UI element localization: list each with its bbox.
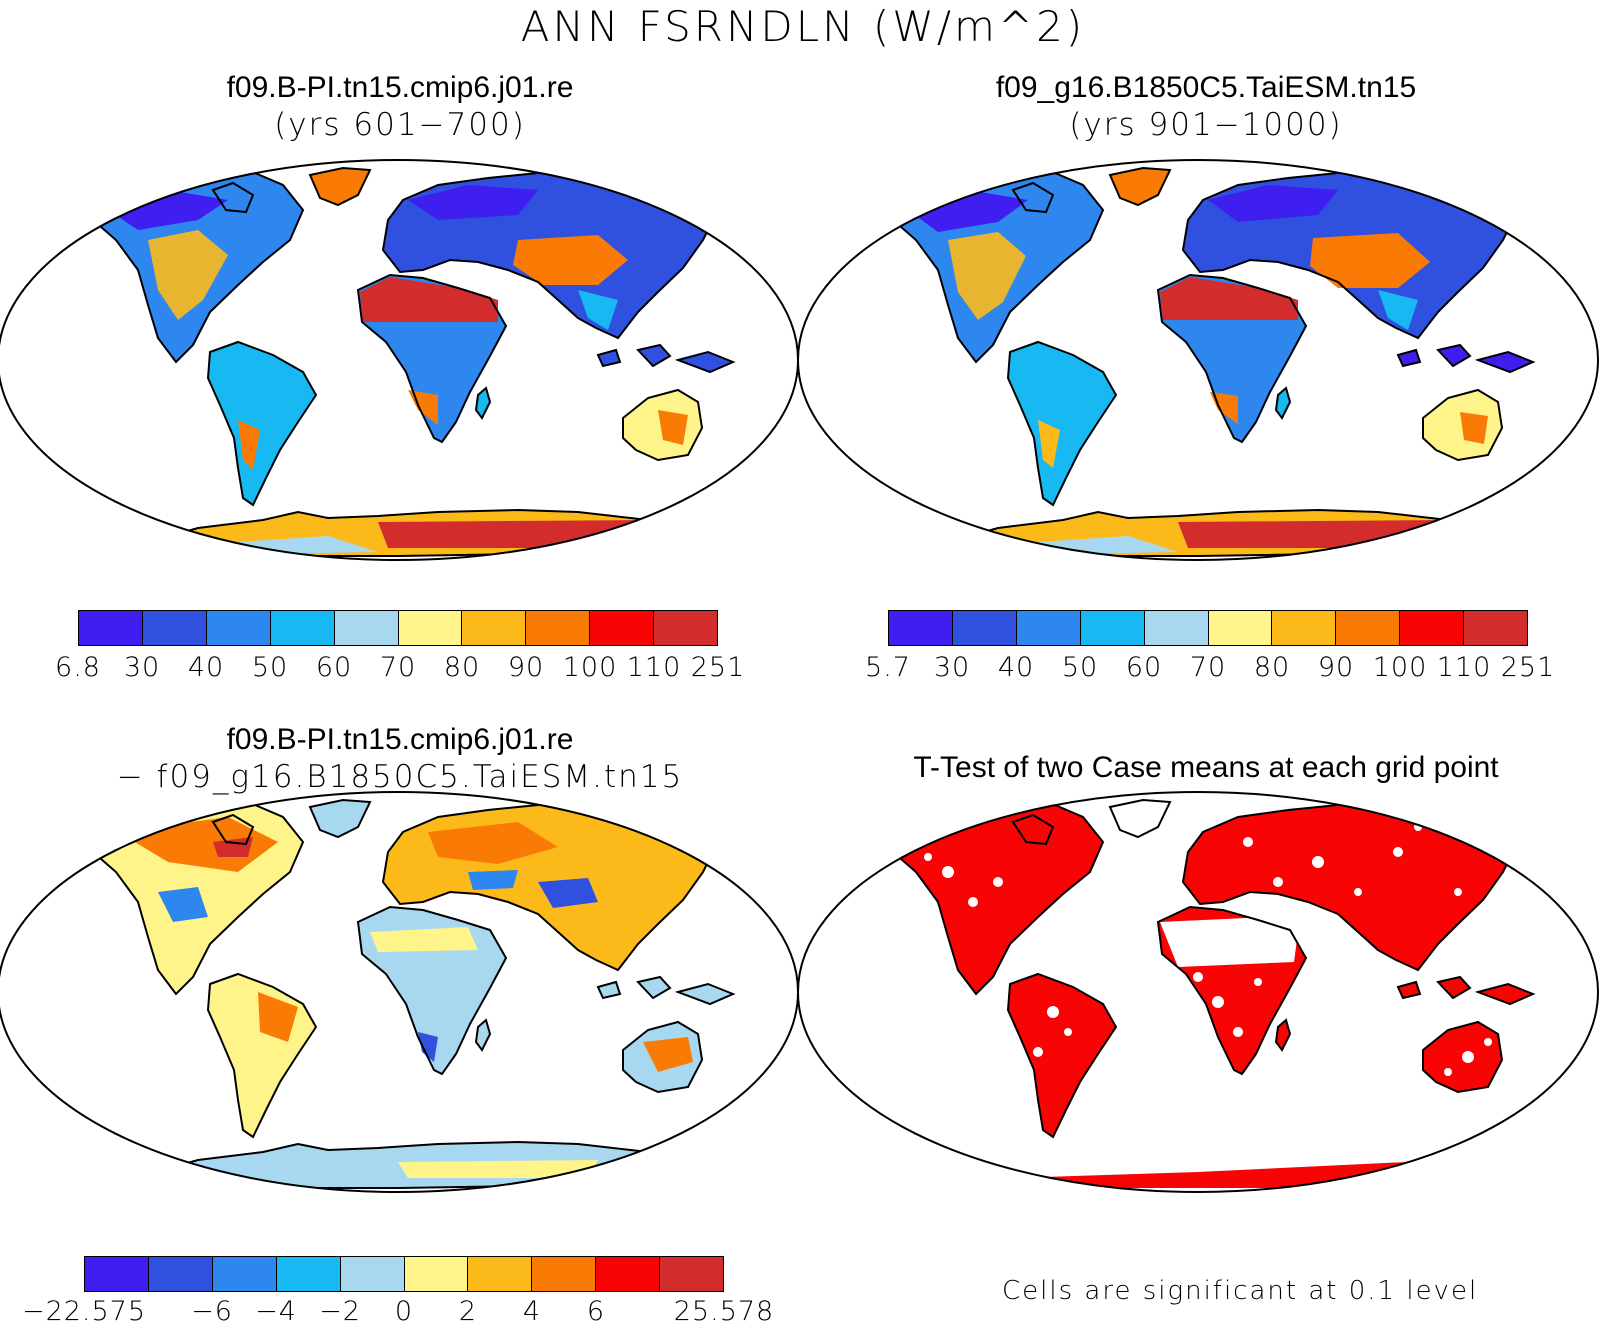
colorbar-bin: [596, 1257, 661, 1291]
colorbar-tick-label: −6: [191, 1296, 233, 1327]
colorbar-bin: [660, 1257, 724, 1291]
colorbar-tick-label: 110: [1436, 652, 1492, 683]
colorbar-bin: [889, 611, 953, 645]
case1-title-block: f09.B-PI.tn15.cmip6.j01.re (yrs 601−700): [0, 70, 800, 144]
colorbar-bin: [532, 1257, 597, 1291]
colorbar-bin: [654, 611, 718, 645]
figure-title: ANN FSRNDLN (W/m^2): [520, 2, 1086, 51]
case1-map: [0, 159, 799, 561]
colorbar-tick-label: 80: [443, 652, 481, 683]
diff-title: f09.B-PI.tn15.cmip6.j01.re: [226, 723, 574, 756]
colorbar-bin: [404, 1257, 469, 1291]
colorbar-tick-label: 6: [586, 1296, 606, 1327]
colorbar-tick-label: 0: [394, 1296, 414, 1327]
colorbar-bin: [340, 1257, 405, 1291]
diff-colorbar: [84, 1256, 724, 1292]
colorbar-bin: [1016, 611, 1081, 645]
colorbar-bin: [526, 611, 591, 645]
colorbar-bin: [1144, 611, 1209, 645]
case2-title: f09_g16.B1850C5.TaiESM.tn15: [995, 71, 1417, 104]
colorbar-bin: [590, 611, 655, 645]
colorbar-bin: [1400, 611, 1465, 645]
colorbar-bin: [1080, 611, 1145, 645]
colorbar-tick-label: 80: [1253, 652, 1291, 683]
colorbar-tick-label: 60: [315, 652, 353, 683]
colorbar-bin: [206, 611, 271, 645]
colorbar-tick-label: 100: [1372, 652, 1428, 683]
colorbar-bin: [79, 611, 143, 645]
case1-years: (yrs 601−700): [274, 107, 526, 143]
colorbar-tick-label: 30: [123, 652, 161, 683]
colorbar-tick-label: 40: [997, 652, 1035, 683]
colorbar-bin: [270, 611, 335, 645]
colorbar-bin: [952, 611, 1017, 645]
case2-map: [797, 159, 1599, 561]
colorbar-bin: [1208, 611, 1273, 645]
colorbar-tick-label: 90: [507, 652, 545, 683]
colorbar-tick-label: −22.575: [21, 1296, 147, 1327]
case2-title-block: f09_g16.B1850C5.TaiESM.tn15 (yrs 901−100…: [806, 70, 1606, 144]
diff-map: [0, 791, 799, 1193]
colorbar-tick-label: 110: [626, 652, 682, 683]
colorbar-tick-label: 251: [690, 652, 746, 683]
colorbar-tick-label: −4: [255, 1296, 297, 1327]
colorbar-tick-label: 4: [522, 1296, 542, 1327]
case2-colorbar: [888, 610, 1528, 646]
colorbar-tick-label: 70: [1189, 652, 1227, 683]
colorbar-bin: [468, 1257, 533, 1291]
colorbar-bin: [1336, 611, 1401, 645]
colorbar-tick-label: −2: [319, 1296, 361, 1327]
colorbar-tick-label: 25.578: [673, 1296, 775, 1327]
colorbar-bin: [142, 611, 207, 645]
colorbar-tick-label: 90: [1317, 652, 1355, 683]
diff-colorbar-labels: −22.575 −6 −4 −2 0 2 4 6 25.578: [22, 1296, 773, 1330]
case1-colorbar: [78, 610, 718, 646]
colorbar-bin: [462, 611, 527, 645]
colorbar-tick-label: 5.7: [865, 652, 911, 683]
case2-colorbar-labels: 5.7 30 40 50 60 70 80 90 100 110 251: [865, 652, 1554, 686]
colorbar-bin: [398, 611, 463, 645]
colorbar-tick-label: 100: [562, 652, 618, 683]
colorbar-bin: [1272, 611, 1337, 645]
diff-title-block: f09.B-PI.tn15.cmip6.j01.re − f09_g16.B18…: [0, 722, 800, 796]
colorbar-bin: [276, 1257, 341, 1291]
colorbar-bin: [148, 1257, 213, 1291]
colorbar-bin: [1464, 611, 1528, 645]
case2-years: (yrs 901−1000): [1069, 107, 1343, 143]
colorbar-bin: [334, 611, 399, 645]
colorbar-tick-label: 30: [933, 652, 971, 683]
colorbar-tick-label: 50: [251, 652, 289, 683]
colorbar-tick-label: 2: [458, 1296, 478, 1327]
ttest-map: [797, 791, 1599, 1193]
colorbar-bin: [212, 1257, 277, 1291]
colorbar-tick-label: 70: [379, 652, 417, 683]
significance-footnote: Cells are significant at 0.1 level: [1002, 1276, 1479, 1306]
case1-colorbar-labels: 6.8 30 40 50 60 70 80 90 100 110 251: [55, 652, 744, 686]
colorbar-bin: [85, 1257, 149, 1291]
colorbar-tick-label: 50: [1061, 652, 1099, 683]
colorbar-tick-label: 251: [1500, 652, 1556, 683]
colorbar-tick-label: 60: [1125, 652, 1163, 683]
diff-subtitle: − f09_g16.B1850C5.TaiESM.tn15: [116, 759, 684, 795]
colorbar-tick-label: 6.8: [55, 652, 101, 683]
colorbar-tick-label: 40: [187, 652, 225, 683]
case1-title: f09.B-PI.tn15.cmip6.j01.re: [226, 71, 574, 104]
ttest-title: T-Test of two Case means at each grid po…: [913, 751, 1499, 784]
